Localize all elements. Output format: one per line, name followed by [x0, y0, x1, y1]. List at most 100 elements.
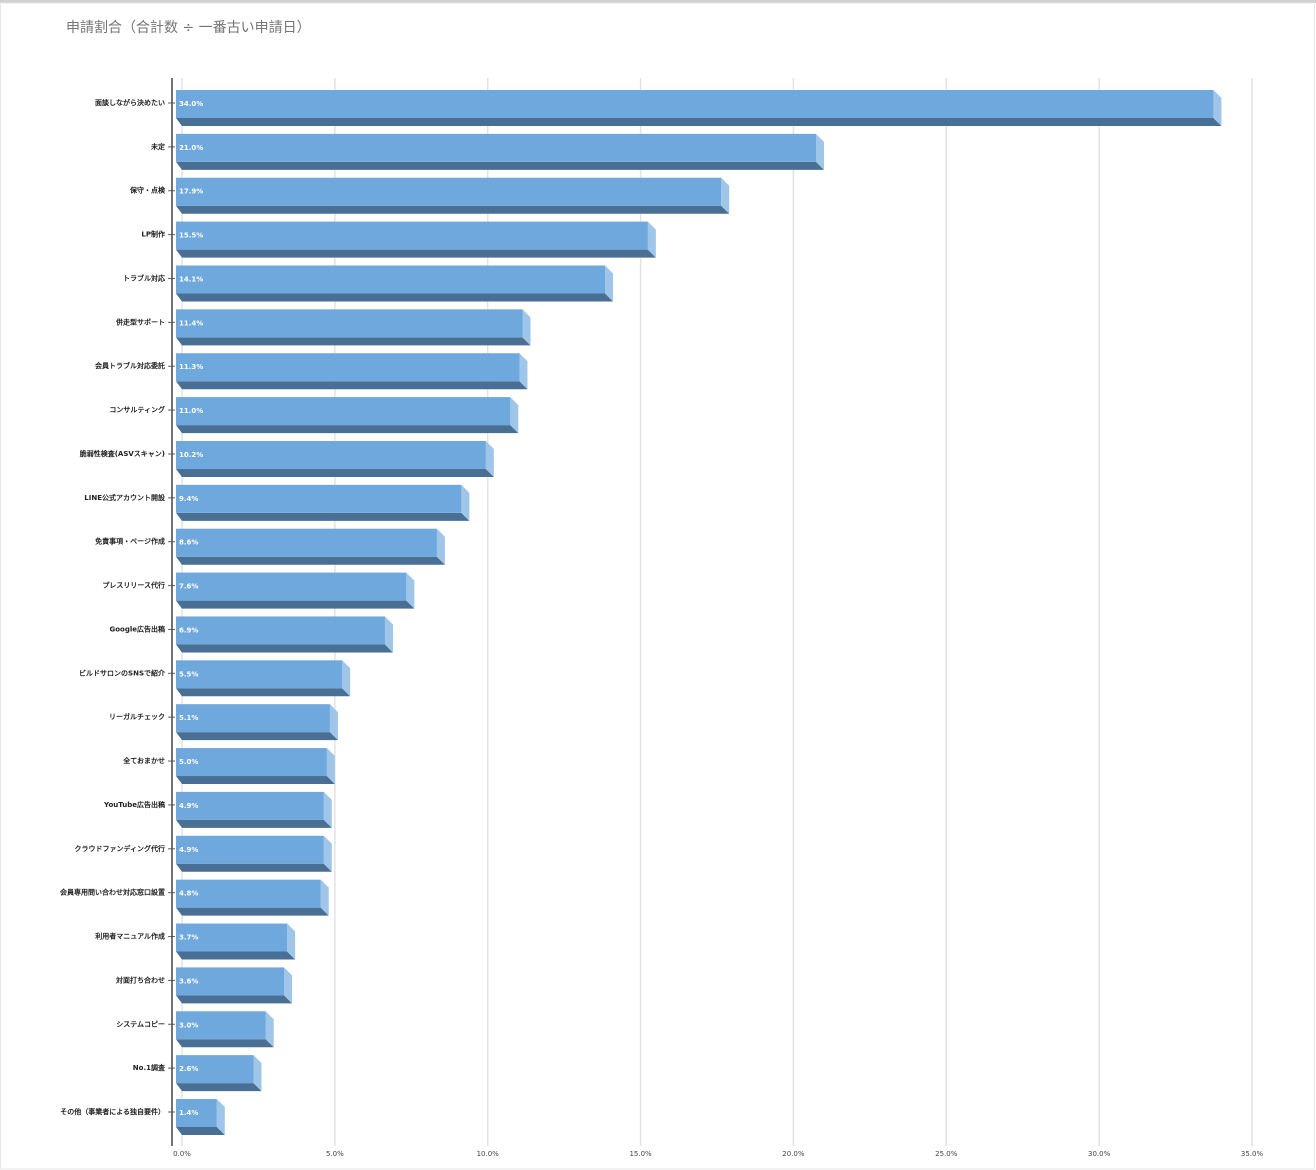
category-label: 全ておまかせ: [122, 756, 165, 765]
bar-bottom: [176, 1039, 274, 1048]
category-label: コンサルティング: [109, 405, 165, 414]
category-label: 併走型サポート: [115, 317, 165, 326]
bar-bottom: [176, 161, 824, 170]
value-label: 11.4%: [179, 319, 203, 327]
bar: [176, 660, 343, 689]
chart-title: 申請割合（合計数 ÷ 一番古い申請日）: [66, 19, 311, 36]
category-label: トラブル対応: [123, 273, 165, 282]
value-label: 8.6%: [179, 539, 198, 547]
bar-bottom: [176, 732, 338, 741]
bar-side: [605, 265, 614, 302]
value-label: 34.0%: [179, 100, 203, 108]
bar-bottom: [176, 644, 393, 653]
category-label: その他（事業者による独自要件）: [60, 1107, 165, 1116]
bar: [176, 748, 327, 777]
bar-bottom: [176, 381, 528, 390]
bar-bottom: [176, 1083, 262, 1092]
bars: 面談しながら決めたい 34.0% 未定 21.0% 保守・点検 17.9% LP制作 15.5…: [60, 90, 1222, 1136]
bar-side: [647, 221, 656, 258]
bar-bottom: [176, 556, 445, 565]
value-label: 5.0%: [179, 758, 198, 766]
category-label: クラウドファンディング代行: [74, 844, 165, 853]
x-tick-label: 25.0%: [935, 1150, 958, 1158]
bar: [176, 133, 816, 162]
bar-side: [320, 879, 329, 916]
bar-side: [326, 748, 335, 785]
top-border: [0, 0, 1316, 3]
value-label: 3.7%: [179, 934, 198, 942]
x-tick-label: 10.0%: [477, 1150, 500, 1158]
value-label: 3.6%: [179, 977, 198, 985]
bar: [176, 528, 437, 557]
bar-side: [519, 353, 528, 390]
category-label: 対面打ち合わせ: [115, 975, 165, 984]
x-tick-label: 35.0%: [1241, 1150, 1264, 1158]
bar-bottom: [176, 776, 335, 785]
value-label: 14.1%: [179, 275, 203, 283]
bar-side: [287, 923, 296, 960]
x-tick-label: 30.0%: [1088, 1150, 1111, 1158]
bar-bottom: [176, 249, 656, 258]
value-label: 21.0%: [179, 144, 203, 152]
bar: [176, 221, 648, 250]
bar-side: [510, 397, 519, 434]
bar-bottom: [176, 688, 351, 697]
x-tick-label: 20.0%: [782, 1150, 805, 1158]
bar: [176, 1099, 217, 1128]
bar: [176, 90, 1214, 118]
bar: [176, 309, 523, 338]
category-label: システムコピー: [116, 1019, 165, 1028]
bar: [176, 791, 324, 820]
bar: [176, 484, 462, 513]
category-label: Google広告出稿: [109, 624, 165, 633]
bar-bottom: [176, 425, 519, 434]
value-label: 2.6%: [179, 1065, 198, 1073]
bar-side: [461, 484, 470, 521]
category-label: 利用者マニュアル作成: [95, 932, 165, 941]
category-label: YouTube広告出稿: [103, 800, 165, 809]
bar: [176, 704, 330, 733]
bar-bottom: [176, 468, 494, 477]
bar-bottom: [176, 907, 329, 916]
value-label: 3.0%: [179, 1021, 198, 1029]
bar-bottom: [176, 951, 296, 960]
bar-side: [329, 704, 338, 741]
value-label: 11.3%: [179, 363, 203, 371]
bar: [176, 1055, 254, 1084]
category-label: ビルドサロンのSNSで紹介: [79, 668, 166, 677]
bar-side: [253, 1055, 262, 1092]
bar-side: [816, 133, 824, 170]
category-label: 脆弱性検査(ASVスキャン): [79, 449, 165, 458]
bar-bottom: [176, 819, 332, 828]
value-label: 10.2%: [179, 451, 203, 459]
bar: [176, 353, 520, 382]
category-label: LINE公式アカウント開設: [84, 493, 166, 502]
x-tick-label: 15.0%: [629, 1150, 652, 1158]
bar-bottom: [176, 293, 614, 302]
bar: [176, 177, 722, 206]
bar: [176, 835, 324, 864]
bar-bottom: [176, 863, 332, 872]
bar: [176, 440, 486, 469]
value-label: 5.1%: [179, 714, 198, 722]
value-label: 4.8%: [179, 890, 198, 898]
bar-bottom: [176, 995, 293, 1004]
category-label: プレスリリース代行: [102, 581, 165, 590]
bar: [176, 967, 285, 996]
bar-bottom: [176, 118, 1222, 126]
bar-bottom: [176, 1127, 225, 1136]
category-label: 未定: [151, 142, 165, 151]
bar: [176, 572, 407, 601]
bar-bottom: [176, 600, 415, 609]
value-label: 9.4%: [179, 495, 198, 503]
value-label: 4.9%: [179, 802, 198, 810]
category-label: リーガルチェック: [109, 712, 165, 721]
category-label: No.1調査: [133, 1063, 166, 1072]
value-label: 11.0%: [179, 407, 203, 415]
bar-side: [406, 572, 415, 609]
bar-side: [721, 177, 730, 214]
bar-side: [522, 309, 531, 346]
bar-side: [485, 440, 494, 477]
